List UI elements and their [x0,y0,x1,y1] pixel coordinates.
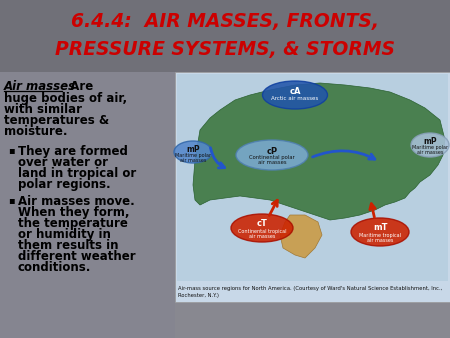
Text: Air masses move.: Air masses move. [18,195,135,208]
Text: Rochester, N.Y.): Rochester, N.Y.) [178,293,219,298]
FancyBboxPatch shape [175,72,450,302]
Text: mP: mP [423,137,437,145]
FancyBboxPatch shape [0,0,450,72]
Text: Maritime polar: Maritime polar [412,145,448,149]
Text: They are formed: They are formed [18,145,128,158]
Text: ▪: ▪ [8,195,14,205]
Text: Maritime polar: Maritime polar [175,152,211,158]
Text: air masses: air masses [417,149,443,154]
FancyBboxPatch shape [177,74,448,281]
Text: air masses: air masses [258,161,286,166]
Text: When they form,: When they form, [18,206,130,219]
Text: cT: cT [256,219,267,228]
Text: mT: mT [373,223,387,233]
Text: 6.4.4:  AIR MASSES, FRONTS,: 6.4.4: AIR MASSES, FRONTS, [71,13,379,31]
Text: Are: Are [62,80,93,93]
Polygon shape [280,215,322,258]
Text: them results in: them results in [18,239,118,252]
Ellipse shape [231,214,293,242]
Text: polar regions.: polar regions. [18,178,111,191]
Ellipse shape [174,141,212,163]
Text: Air-mass source regions for North America. (Courtesy of Ward's Natural Science E: Air-mass source regions for North Americ… [178,286,442,291]
Ellipse shape [262,81,328,109]
Text: cP: cP [266,146,278,155]
Text: PRESSURE SYSTEMS, & STORMS: PRESSURE SYSTEMS, & STORMS [55,41,395,59]
Text: air masses: air masses [249,234,275,239]
Text: temperatures &: temperatures & [4,114,109,127]
Text: air masses: air masses [180,158,206,163]
Text: Air masses: Air masses [4,80,76,93]
FancyBboxPatch shape [0,72,175,338]
Text: huge bodies of air,: huge bodies of air, [4,92,127,105]
Text: over water or: over water or [18,156,108,169]
Text: ▪: ▪ [8,145,14,155]
Text: Maritime tropical: Maritime tropical [359,233,401,238]
Text: Continental tropical: Continental tropical [238,228,286,234]
Text: mP: mP [186,145,200,153]
Polygon shape [193,83,445,220]
Text: different weather: different weather [18,250,135,263]
Text: with similar: with similar [4,103,82,116]
Ellipse shape [236,140,308,170]
Text: moisture.: moisture. [4,125,68,138]
Text: the temperature: the temperature [18,217,128,230]
Text: cA: cA [289,87,301,96]
Text: Arctic air masses: Arctic air masses [271,97,319,101]
Text: land in tropical or: land in tropical or [18,167,136,180]
Ellipse shape [351,218,409,246]
Ellipse shape [411,133,449,157]
Text: Continental polar: Continental polar [249,155,295,161]
Text: or humidity in: or humidity in [18,228,111,241]
Text: conditions.: conditions. [18,261,91,274]
Text: air masses: air masses [367,238,393,242]
